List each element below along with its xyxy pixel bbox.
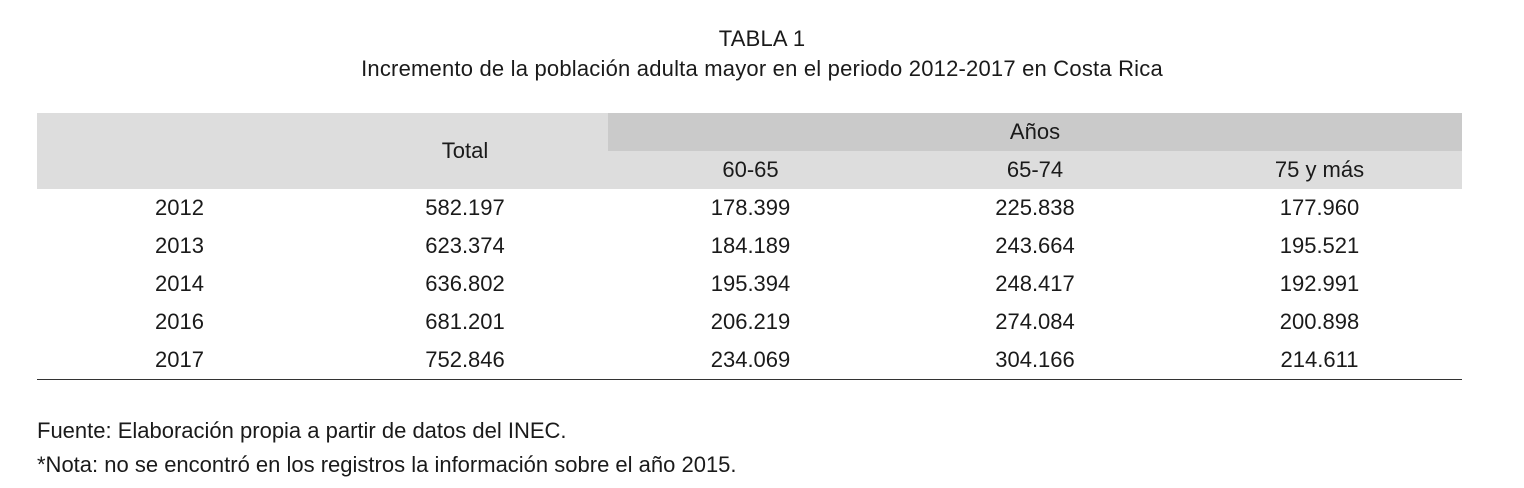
table-body: 2012 582.197 178.399 225.838 177.960 201… <box>37 189 1462 380</box>
table-row: 2014 636.802 195.394 248.417 192.991 <box>37 265 1462 303</box>
header-total: Total <box>322 113 608 189</box>
table-row: 2012 582.197 178.399 225.838 177.960 <box>37 189 1462 227</box>
cell-year: 2016 <box>155 309 204 334</box>
cell-total: 623.374 <box>425 233 505 258</box>
table-title-block: TABLA 1 Incremento de la población adult… <box>0 24 1524 84</box>
missing-year-note: *Nota: no se encontró en los registros l… <box>37 452 737 477</box>
cell-60-65: 206.219 <box>710 309 791 334</box>
cell-75-plus: 214.611 <box>1177 341 1462 380</box>
table-notes: Fuente: Elaboración propia a partir de d… <box>37 414 737 482</box>
cell-total: 681.201 <box>425 309 505 334</box>
table-row: 2013 623.374 184.189 243.664 195.521 <box>37 227 1462 265</box>
table-number: TABLA 1 <box>718 26 806 51</box>
cell-75-plus: 200.898 <box>1279 309 1360 334</box>
table-row: 2016 681.201 206.219 274.084 200.898 <box>37 303 1462 341</box>
header-60-65: 60-65 <box>608 151 893 189</box>
cell-year: 2013 <box>155 233 204 258</box>
cell-total: 752.846 <box>322 341 608 380</box>
cell-year: 2017 <box>37 341 322 380</box>
cell-65-74: 274.084 <box>995 309 1075 334</box>
cell-65-74: 243.664 <box>995 233 1075 258</box>
header-75-plus: 75 y más <box>1177 151 1462 189</box>
cell-65-74: 304.166 <box>893 341 1177 380</box>
cell-total: 636.802 <box>425 271 505 296</box>
cell-60-65: 178.399 <box>710 195 791 220</box>
cell-year: 2014 <box>155 271 204 296</box>
cell-65-74: 248.417 <box>995 271 1075 296</box>
cell-75-plus: 195.521 <box>1279 233 1360 258</box>
cell-year: 2012 <box>155 195 204 220</box>
table-row: 2017 752.846 234.069 304.166 214.611 <box>37 341 1462 380</box>
header-group-years: Años <box>608 113 1462 151</box>
source-note: Fuente: Elaboración propia a partir de d… <box>37 418 567 443</box>
cell-65-74: 225.838 <box>995 195 1075 220</box>
cell-60-65: 184.189 <box>710 233 791 258</box>
header-65-74: 65-74 <box>893 151 1177 189</box>
cell-total: 582.197 <box>425 195 505 220</box>
header-year-blank <box>37 113 322 189</box>
cell-60-65: 195.394 <box>710 271 791 296</box>
cell-75-plus: 177.960 <box>1279 195 1360 220</box>
table-caption: Incremento de la población adulta mayor … <box>361 56 1163 81</box>
cell-60-65: 234.069 <box>608 341 893 380</box>
cell-75-plus: 192.991 <box>1279 271 1360 296</box>
population-table: Total Años 60-65 65-74 75 y más 2012 582… <box>37 113 1462 380</box>
